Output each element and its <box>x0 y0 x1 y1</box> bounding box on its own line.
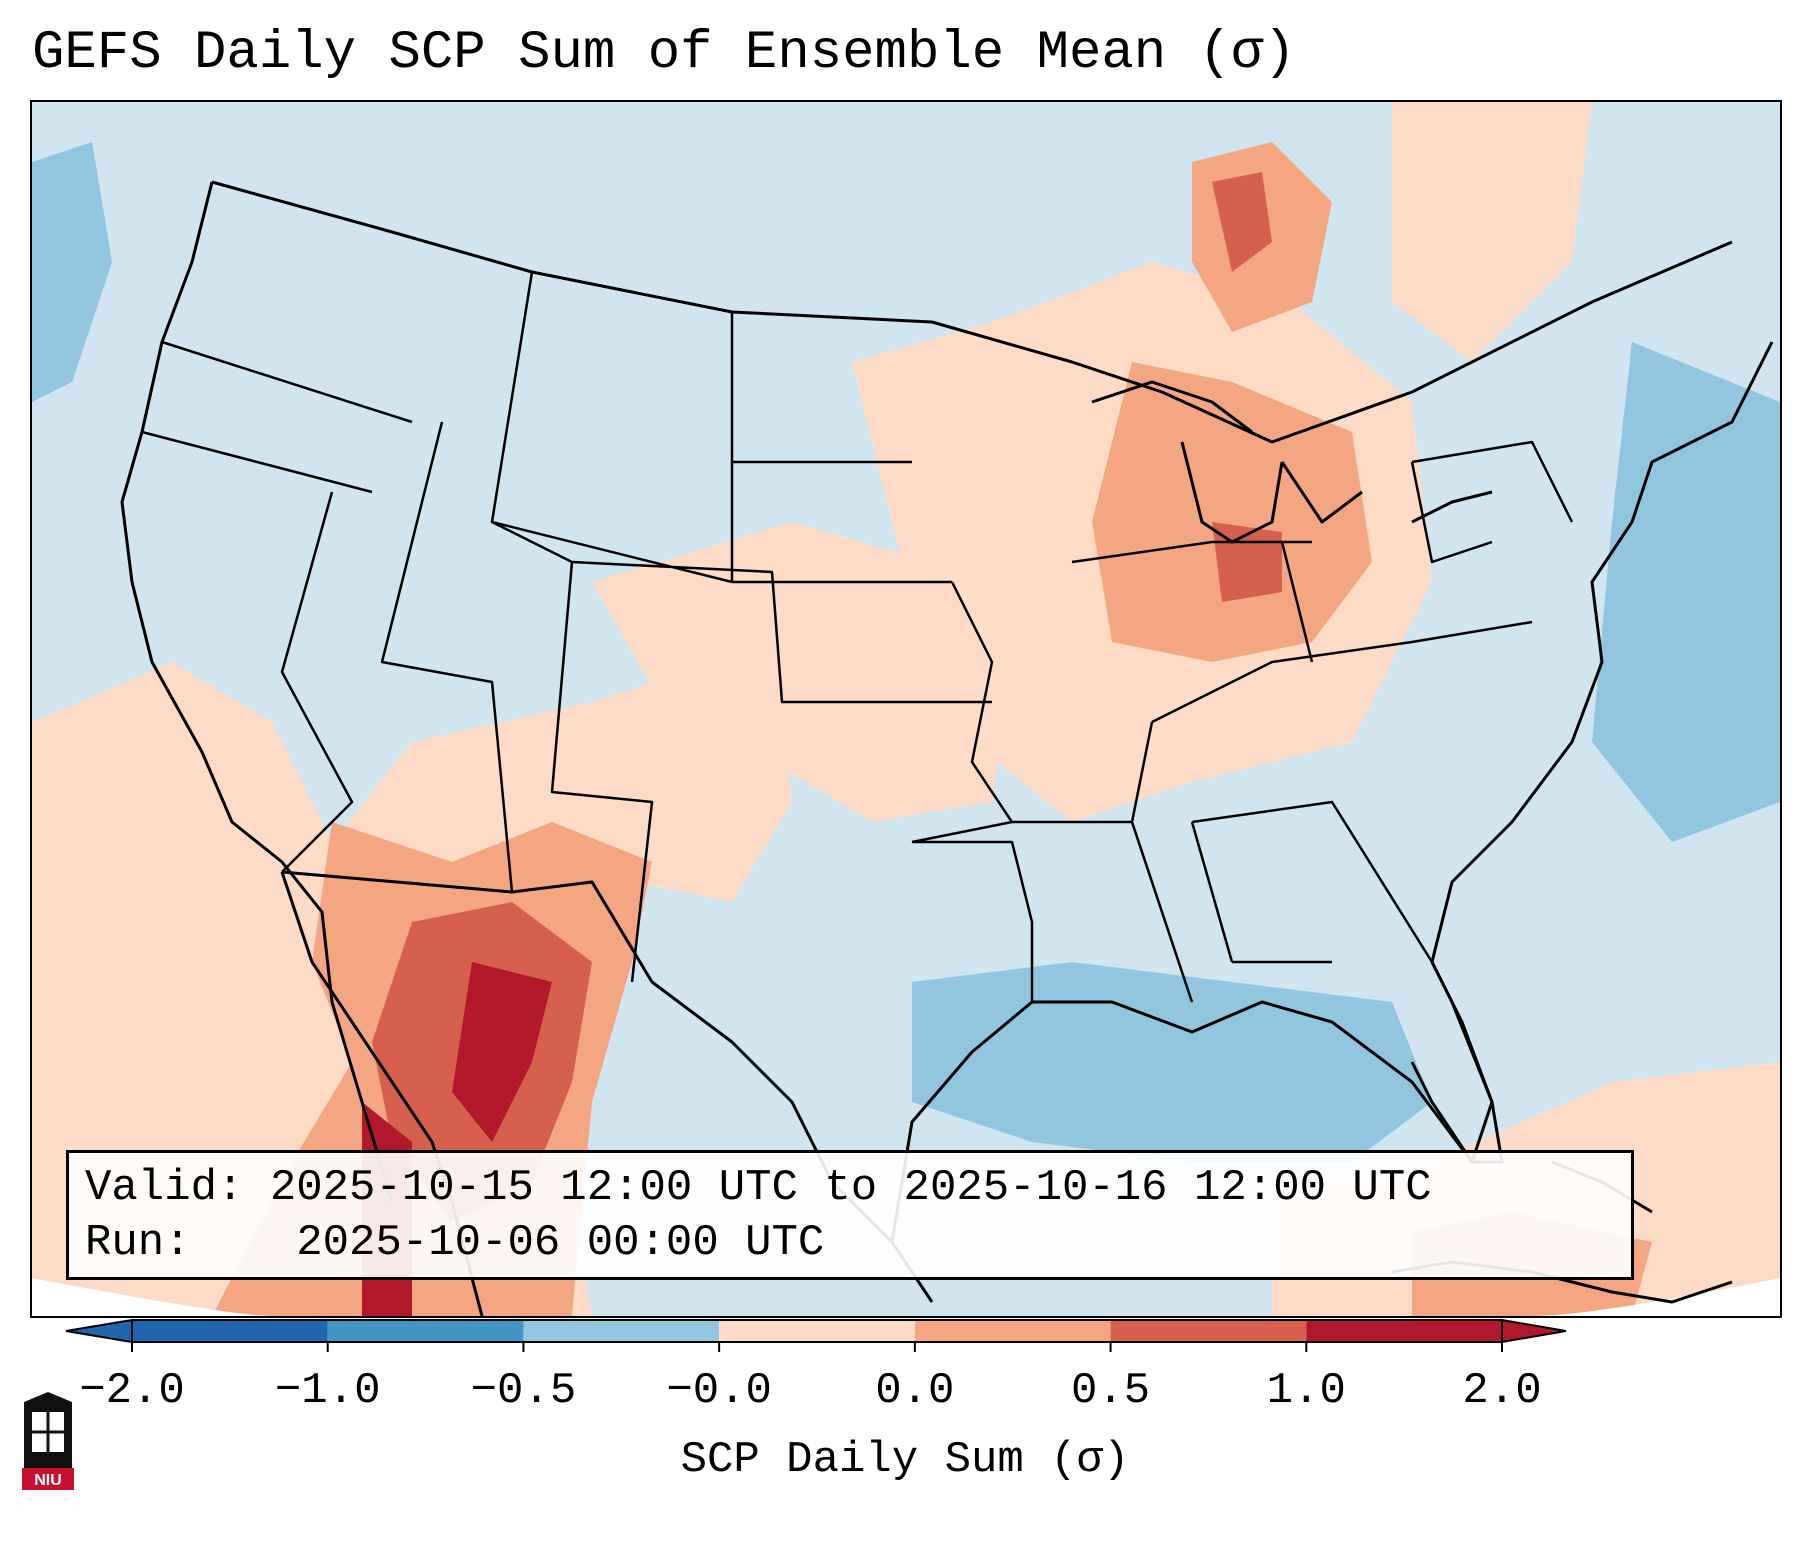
colorbar-tick-label: 0.5 <box>1071 1366 1150 1416</box>
logo-text: NIU <box>34 1472 62 1489</box>
colorbar-tick-label: 2.0 <box>1462 1366 1541 1416</box>
map-title: GEFS Daily SCP Sum of Ensemble Mean (σ) <box>32 23 1296 84</box>
state-borders <box>141 271 1574 1003</box>
colorbar-segment <box>132 1320 328 1342</box>
us-mexico-border <box>281 870 654 983</box>
logo-window-bars <box>32 1412 64 1452</box>
anomaly-core-darkred <box>452 962 552 1142</box>
colorbar-segment <box>719 1320 915 1342</box>
colorbar-extend-low <box>65 1318 133 1344</box>
map-outlines <box>120 180 1774 1316</box>
colorbar-tick-label: −0.5 <box>471 1366 577 1416</box>
anomaly-pacific-negative <box>32 142 112 402</box>
colorbar-segment <box>1306 1320 1502 1342</box>
valid-label: Valid: <box>85 1163 244 1213</box>
colorbar-segment <box>523 1320 720 1342</box>
colorbar: −2.0 −1.0 −0.5 −0.0 0.0 0.5 1.0 2.0 SCP Daily S… <box>65 1318 1567 1485</box>
domain-edge-right <box>1532 1278 1780 1316</box>
colorbar-outline <box>131 1319 1503 1343</box>
colorbar-segment <box>327 1320 524 1342</box>
anomaly-canada-north-red <box>1212 172 1272 272</box>
east-coastline <box>1430 341 1774 963</box>
colorbar-segment <box>914 1320 1111 1342</box>
us-canada-border <box>211 180 1733 444</box>
colorbar-tick-label: 0.0 <box>875 1366 954 1416</box>
great-lakes <box>1091 380 1493 544</box>
domain-edge-left <box>32 1278 272 1316</box>
valid-run-info-box: Valid: 2025-10-15 12:00 UTC to 2025-10-1… <box>66 1150 1634 1280</box>
run-label: Run: <box>85 1218 191 1268</box>
colorbar-segment <box>1110 1320 1307 1342</box>
colorbar-extend-high <box>1501 1318 1567 1344</box>
anomaly-quebec <box>1392 102 1592 362</box>
colorbar-label: SCP Daily Sum (σ) <box>681 1435 1130 1485</box>
run-value: 2025-10-06 00:00 UTC <box>296 1218 825 1268</box>
map-canvas <box>32 102 1780 1316</box>
valid-value: 2025-10-15 12:00 UTC to 2025-10-16 12:00… <box>269 1163 1432 1213</box>
anomaly-greatlakes-strong <box>1092 362 1372 662</box>
colorbar-tick-label: −2.0 <box>79 1366 185 1416</box>
map-panel <box>30 100 1782 1318</box>
anomaly-atlantic-negative <box>1592 342 1780 842</box>
colorbar-tick-label: 1.0 <box>1267 1366 1346 1416</box>
logo-badge <box>22 1468 74 1490</box>
colorbar-tick-label: −0.0 <box>666 1366 772 1416</box>
colorbar-tick-label: −1.0 <box>275 1366 381 1416</box>
colorbar-segments <box>65 1318 1567 1344</box>
niu-logo: NIU <box>22 1392 74 1490</box>
anomaly-central-plains <box>592 522 1012 822</box>
colorbar-ticks: −2.0 −1.0 −0.5 −0.0 0.0 0.5 1.0 2.0 <box>79 1342 1542 1416</box>
